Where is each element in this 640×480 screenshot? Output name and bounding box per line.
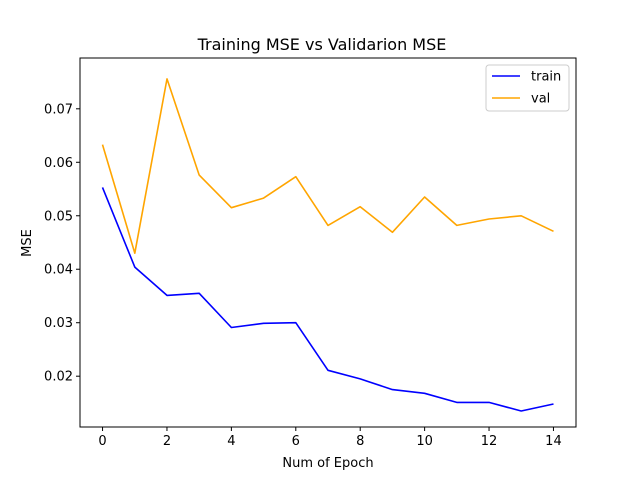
x-axis-ticks: 0 2 4 6 8 10 12 14 [98, 427, 562, 449]
y-tick-label: 0.03 [44, 316, 73, 331]
series-lines [101, 78, 554, 412]
x-tick-label: 8 [356, 434, 364, 449]
x-tick-label: 10 [416, 434, 433, 449]
x-tick-label: 14 [545, 434, 562, 449]
y-tick-label: 0.06 [44, 156, 73, 171]
legend-label-val: val [531, 92, 550, 107]
legend: train val [485, 64, 570, 112]
y-tick-label: 0.02 [44, 370, 73, 385]
y-axis-label: MSE [20, 229, 35, 257]
series-line-val [101, 78, 554, 254]
x-axis-label: Num of Epoch [282, 456, 373, 471]
x-tick-label: 4 [227, 434, 235, 449]
series-line-train [101, 187, 554, 412]
legend-label-train: train [531, 70, 561, 85]
x-tick-label: 6 [292, 434, 300, 449]
chart-title: Training MSE vs Validarion MSE [197, 35, 447, 54]
x-tick-label: 12 [481, 434, 498, 449]
y-tick-label: 0.04 [44, 263, 73, 278]
y-tick-label: 0.07 [44, 102, 73, 117]
y-axis-ticks: 0.02 0.03 0.04 0.05 0.06 0.07 [44, 102, 80, 385]
plot-area-frame [79, 57, 577, 428]
x-tick-label: 0 [98, 434, 106, 449]
y-tick-label: 0.05 [44, 209, 73, 224]
x-tick-label: 2 [163, 434, 171, 449]
